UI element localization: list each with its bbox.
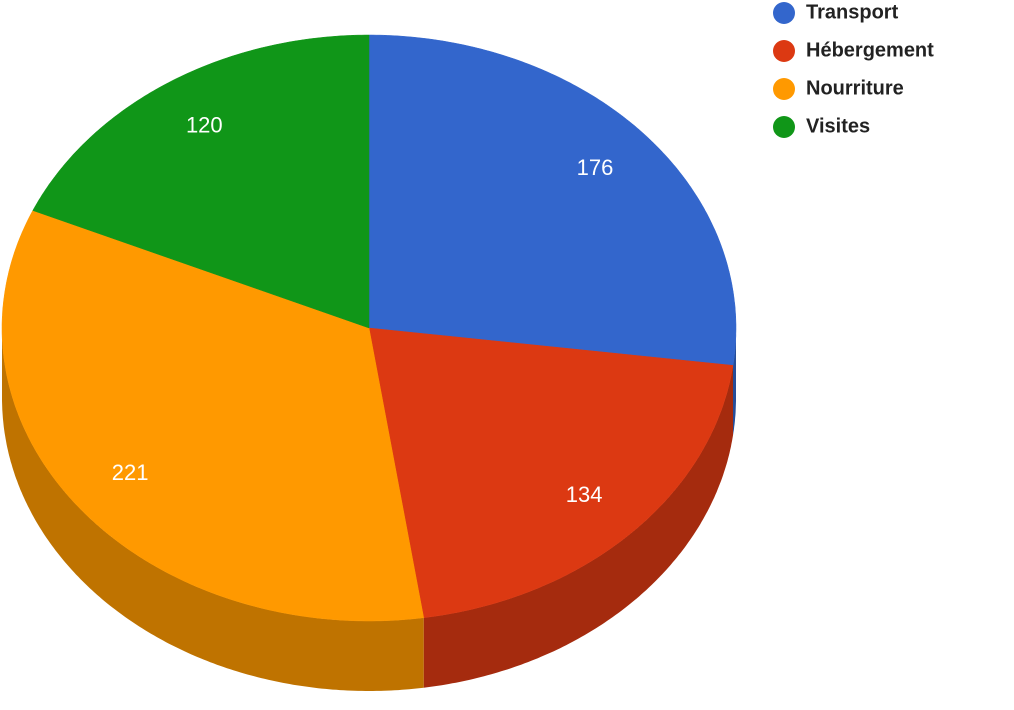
legend-label: Hébergement	[806, 39, 934, 61]
slice	[32, 34, 370, 329]
legend-swatch	[773, 116, 795, 138]
slice-side	[423, 365, 733, 688]
legend-label: Transport	[806, 1, 899, 23]
data-label: 120	[186, 113, 223, 138]
data-label: 221	[112, 460, 149, 485]
data-label: 176	[577, 155, 614, 180]
legend-swatch	[773, 2, 795, 24]
slice-side	[2, 328, 424, 691]
slice-side	[733, 328, 736, 436]
legend-swatch	[773, 78, 795, 100]
slice	[368, 327, 734, 618]
legend-swatch	[773, 40, 795, 62]
slice	[1, 210, 424, 622]
slice	[368, 34, 737, 366]
data-label: 134	[566, 482, 603, 507]
legend-label: Visites	[806, 115, 870, 137]
legend-label: Nourriture	[806, 77, 904, 99]
